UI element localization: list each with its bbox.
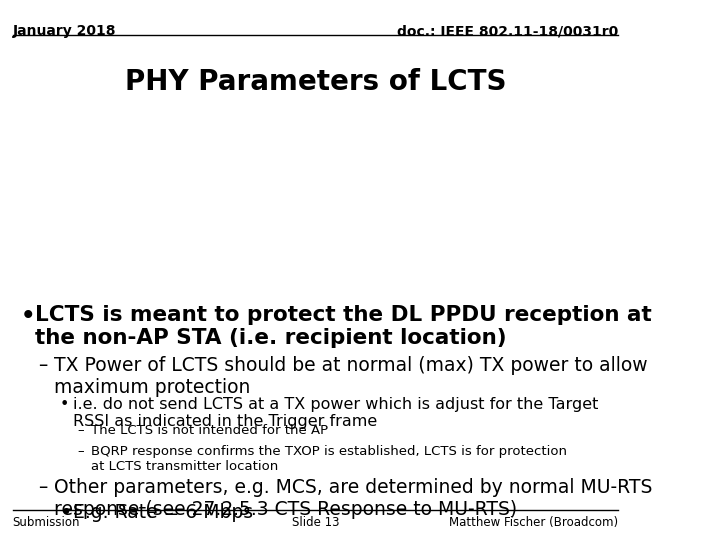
Text: Matthew Fischer (Broadcom): Matthew Fischer (Broadcom) xyxy=(449,516,618,529)
Text: –: – xyxy=(38,356,47,375)
Text: Submission: Submission xyxy=(13,516,80,529)
Text: LCTS is meant to protect the DL PPDU reception at
the non-AP STA (i.e. recipient: LCTS is meant to protect the DL PPDU rec… xyxy=(35,305,652,348)
Text: –: – xyxy=(38,478,47,497)
Text: –: – xyxy=(78,424,84,437)
Text: Slide 13: Slide 13 xyxy=(292,516,339,529)
Text: PHY Parameters of LCTS: PHY Parameters of LCTS xyxy=(125,68,506,96)
Text: Other parameters, e.g. MCS, are determined by normal MU-RTS
response (see 27.2.5: Other parameters, e.g. MCS, are determin… xyxy=(53,478,652,519)
Text: doc.: IEEE 802.11-18/0031r0: doc.: IEEE 802.11-18/0031r0 xyxy=(397,24,618,38)
Text: •: • xyxy=(60,397,69,412)
Text: TX Power of LCTS should be at normal (max) TX power to allow
maximum protection: TX Power of LCTS should be at normal (ma… xyxy=(53,356,647,397)
Text: i.e. do not send LCTS at a TX power which is adjust for the Target
RSSI as indic: i.e. do not send LCTS at a TX power whic… xyxy=(73,397,598,429)
Text: –: – xyxy=(78,446,84,458)
Text: •: • xyxy=(21,305,35,328)
Text: E.g. Rate = 6 Mbps: E.g. Rate = 6 Mbps xyxy=(73,503,253,522)
Text: •: • xyxy=(60,503,71,522)
Text: January 2018: January 2018 xyxy=(13,24,116,38)
Text: The LCTS is not intended for the AP: The LCTS is not intended for the AP xyxy=(91,424,328,437)
Text: BQRP response confirms the TXOP is established, LCTS is for protection
at LCTS t: BQRP response confirms the TXOP is estab… xyxy=(91,446,567,474)
